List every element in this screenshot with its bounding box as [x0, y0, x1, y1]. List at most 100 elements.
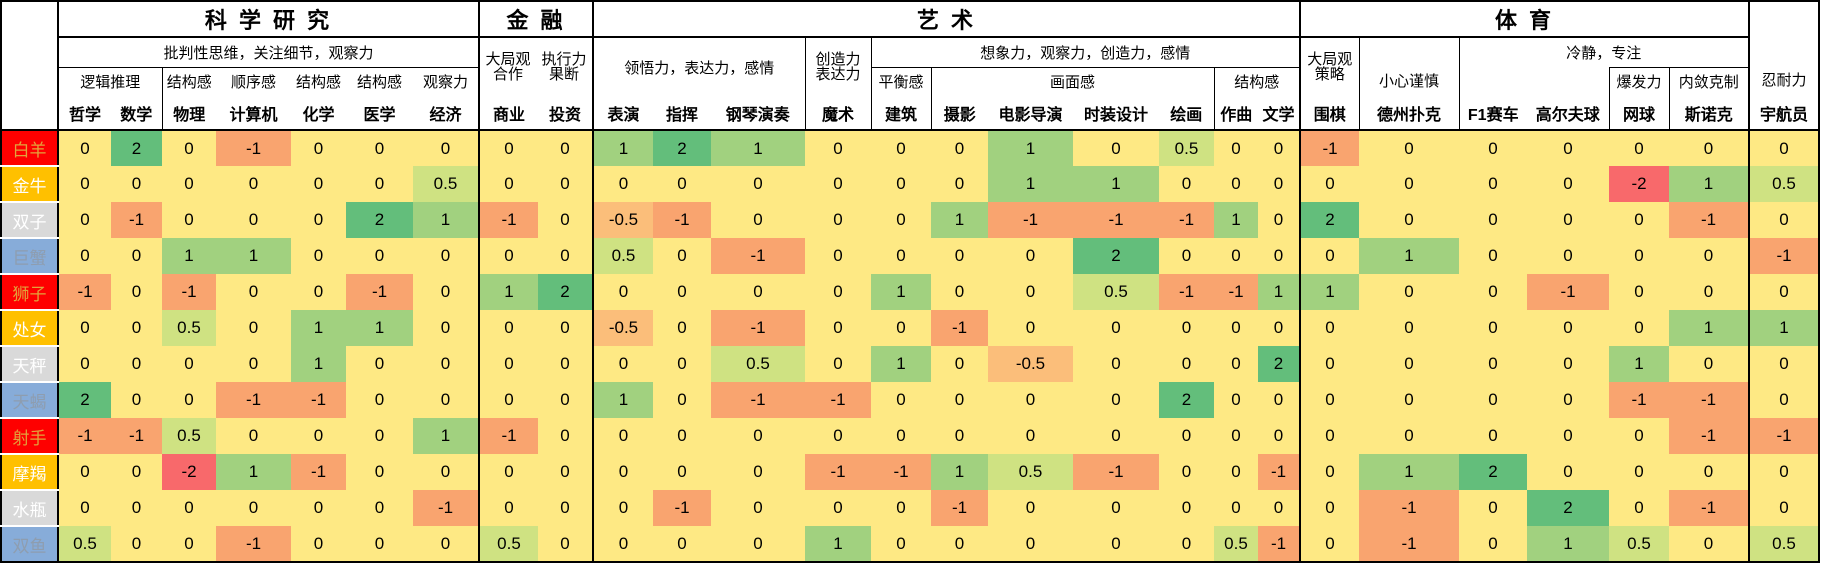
data-cell[interactable]: 1	[1073, 166, 1159, 202]
data-cell[interactable]: 0	[1300, 490, 1359, 526]
trait-science[interactable]: 批判性思维，关注细节，观察力	[58, 37, 479, 68]
data-cell[interactable]: 0	[711, 418, 805, 454]
data-cell[interactable]: 0	[931, 130, 988, 166]
data-cell[interactable]: 0	[1459, 346, 1527, 382]
data-cell[interactable]: 0	[291, 202, 346, 238]
column-header[interactable]: 网球	[1609, 96, 1670, 131]
data-cell[interactable]: 0	[413, 130, 480, 166]
row-header-zodiac[interactable]: 巨蟹	[1, 238, 59, 275]
column-header[interactable]: 德州扑克	[1359, 96, 1460, 131]
data-cell[interactable]: 0	[931, 382, 988, 418]
row-header-zodiac[interactable]: 金牛	[1, 166, 59, 203]
data-cell[interactable]: 0	[162, 166, 216, 202]
data-cell[interactable]: 0	[1527, 346, 1609, 382]
data-cell[interactable]: 0	[653, 274, 711, 310]
data-cell[interactable]: 0	[931, 238, 988, 274]
data-cell[interactable]: 0	[653, 526, 711, 562]
data-cell[interactable]: 0	[1669, 238, 1750, 274]
data-cell[interactable]: 0.5	[1609, 526, 1669, 562]
data-cell[interactable]: 0	[1609, 202, 1669, 238]
data-cell[interactable]: -1	[1669, 490, 1750, 526]
data-cell[interactable]: 0	[216, 274, 291, 310]
group-header-science[interactable]: 科 学 研 究	[57, 0, 480, 38]
data-cell[interactable]: 0	[162, 490, 216, 526]
data-cell[interactable]: 0	[346, 418, 413, 454]
data-cell[interactable]: 0	[1609, 418, 1669, 454]
data-cell[interactable]: -1	[711, 238, 805, 274]
data-cell[interactable]: 0	[162, 382, 216, 418]
data-cell[interactable]: 0	[413, 238, 480, 274]
column-header[interactable]: 摄影	[931, 96, 988, 131]
data-cell[interactable]: 0	[413, 526, 480, 562]
data-cell[interactable]: 0	[1300, 238, 1359, 274]
data-cell[interactable]: -1	[931, 490, 988, 526]
data-cell[interactable]: 0	[58, 130, 111, 166]
data-cell[interactable]: 0	[479, 310, 538, 346]
data-cell[interactable]: 0	[1214, 130, 1258, 166]
data-cell[interactable]: -1	[216, 382, 291, 418]
data-cell[interactable]: 0	[988, 526, 1073, 562]
data-cell[interactable]: 0	[111, 166, 162, 202]
column-header[interactable]: 商业	[479, 96, 538, 131]
data-cell[interactable]: 0	[1073, 490, 1159, 526]
row-header-zodiac[interactable]: 射手	[1, 418, 59, 455]
data-cell[interactable]: -1	[216, 130, 291, 166]
data-cell[interactable]: 0	[538, 202, 594, 238]
column-header[interactable]: 指挥	[653, 96, 711, 131]
row-header-zodiac[interactable]: 白羊	[1, 130, 59, 167]
data-cell[interactable]: 1	[1749, 310, 1819, 346]
column-header[interactable]: 物理	[162, 96, 216, 131]
data-cell[interactable]: 0	[653, 310, 711, 346]
data-cell[interactable]: 0	[1459, 166, 1527, 202]
data-cell[interactable]: 0	[1300, 346, 1359, 382]
row-header-zodiac[interactable]: 天蝎	[1, 382, 59, 419]
data-cell[interactable]: 0	[479, 490, 538, 526]
data-cell[interactable]: 0	[711, 202, 805, 238]
data-cell[interactable]: 1	[1359, 454, 1459, 490]
data-cell[interactable]: -1	[653, 490, 711, 526]
data-cell[interactable]: 0	[1459, 526, 1527, 562]
data-cell[interactable]: 0	[871, 490, 931, 526]
row-header-zodiac[interactable]: 处女	[1, 310, 59, 347]
data-cell[interactable]: 0	[1073, 130, 1159, 166]
data-cell[interactable]: 2	[1258, 346, 1301, 382]
data-cell[interactable]: 0	[653, 382, 711, 418]
data-cell[interactable]: -1	[871, 454, 931, 490]
data-cell[interactable]: 0	[1159, 166, 1214, 202]
data-cell[interactable]: 0	[1669, 454, 1750, 490]
data-cell[interactable]: -1	[479, 418, 538, 454]
data-cell[interactable]: 1	[871, 346, 931, 382]
data-cell[interactable]: -1	[1749, 418, 1819, 454]
data-cell[interactable]: 0	[931, 526, 988, 562]
data-cell[interactable]: 0	[346, 346, 413, 382]
data-cell[interactable]: 0	[653, 166, 711, 202]
data-cell[interactable]: -1	[111, 202, 162, 238]
data-cell[interactable]: 0	[1359, 346, 1459, 382]
data-cell[interactable]: -1	[291, 382, 346, 418]
data-cell[interactable]: 0	[291, 130, 346, 166]
data-cell[interactable]: 0	[1459, 130, 1527, 166]
data-cell[interactable]: -0.5	[593, 202, 653, 238]
data-cell[interactable]: 0	[1159, 238, 1214, 274]
data-cell[interactable]: 0	[1214, 310, 1258, 346]
data-cell[interactable]: 0	[711, 274, 805, 310]
data-cell[interactable]: 0	[291, 274, 346, 310]
data-cell[interactable]: 0	[1609, 274, 1669, 310]
data-cell[interactable]: 0	[1258, 490, 1301, 526]
data-cell[interactable]: 0	[1214, 418, 1258, 454]
data-cell[interactable]: 0	[1073, 382, 1159, 418]
data-cell[interactable]: 0	[479, 382, 538, 418]
row-header-zodiac[interactable]: 狮子	[1, 274, 59, 311]
data-cell[interactable]: 0	[479, 166, 538, 202]
data-cell[interactable]: 0	[593, 454, 653, 490]
data-cell[interactable]: -1	[1749, 238, 1819, 274]
data-cell[interactable]: 0	[413, 382, 480, 418]
data-cell[interactable]: 1	[871, 274, 931, 310]
data-cell[interactable]: 0	[1749, 454, 1819, 490]
data-cell[interactable]: 0	[931, 346, 988, 382]
data-cell[interactable]: 1	[216, 454, 291, 490]
data-cell[interactable]: 2	[1073, 238, 1159, 274]
data-cell[interactable]: 0	[1214, 382, 1258, 418]
data-cell[interactable]: 0	[346, 130, 413, 166]
data-cell[interactable]: 1	[805, 526, 871, 562]
